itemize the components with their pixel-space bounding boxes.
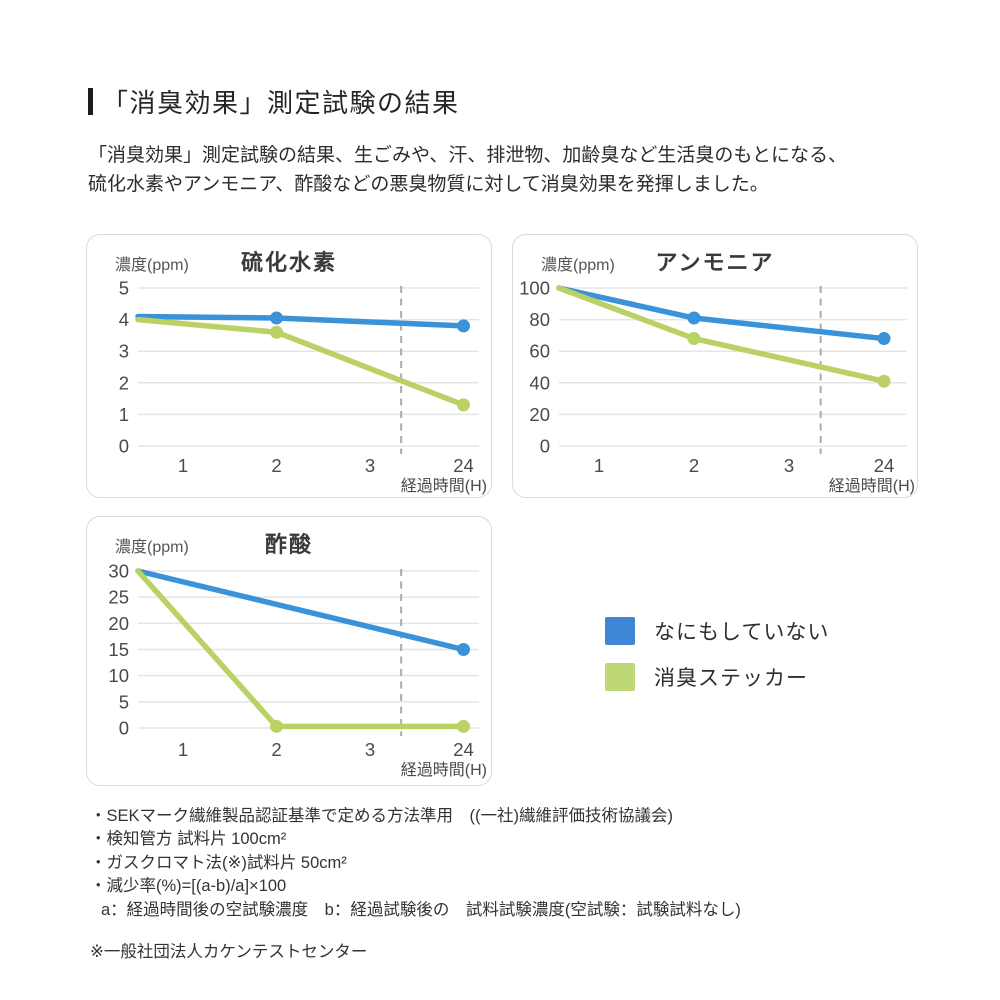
chart-card-acetic-acid: 濃度(ppm) 酢酸 30 25 20 15 10 5 0 1 2 3 24 経過時間(H)	[86, 516, 492, 786]
note-bullet-2: ・検知管方 試料片 100cm²	[90, 830, 287, 849]
x-axis-label: 経過時間(H)	[829, 477, 915, 495]
series-line	[135, 316, 467, 408]
y-tick-label: 5	[119, 691, 129, 712]
y-tick-label: 30	[108, 561, 129, 582]
chart-card-ammonia: 濃度(ppm) アンモニア 100 80 60 40 20 0 1 2 3 24 経過時間(H)	[512, 234, 918, 498]
intro-line-2: 硫化水素やアンモニア、酢酸などの悪臭物質に対して消臭効果を発揮しました。	[88, 174, 769, 195]
x-tick-label: 1	[178, 739, 188, 760]
note-bullet-1: ・SEKマーク繊維製品認証基準で定める方法準用 ((一社)繊維評価技術協議会)	[90, 807, 673, 825]
y-tick-label: 0	[119, 436, 129, 457]
chart-title: アンモニア	[655, 250, 775, 275]
legend-item-untreated: なにもしていない	[605, 616, 829, 646]
data-point	[457, 319, 470, 333]
y-tick-label: 1	[119, 404, 129, 425]
note-sub-line: a：経過時間後の空試験濃度 b：経過試験後の 試料試験濃度(空試験：試験試料なし…	[101, 900, 741, 919]
y-tick-label: 15	[108, 639, 129, 660]
data-point	[877, 332, 891, 346]
legend-swatch-blue	[605, 617, 635, 645]
series-line	[135, 568, 467, 653]
data-point	[457, 719, 470, 733]
y-tick-label: 4	[119, 309, 129, 330]
x-tick-label: 1	[594, 455, 604, 476]
y-tick-label: 20	[108, 613, 129, 634]
x-axis-label: 経過時間(H)	[401, 761, 487, 779]
page-title: 「消臭効果」測定試験の結果	[88, 83, 460, 120]
page-title-text: 「消臭効果」測定試験の結果	[102, 88, 460, 118]
x-tick-label: 24	[874, 455, 895, 476]
x-tick-label: 3	[365, 739, 375, 760]
legend-label: なにもしていない	[654, 621, 830, 644]
series-line	[135, 568, 467, 730]
note-bullet-3: ・ガスクロマト法(※)試料片 50cm²	[90, 853, 347, 872]
y-axis-label: 濃度(ppm)	[541, 257, 615, 274]
y-tick-label: 80	[529, 309, 550, 330]
chart-card-hydrogen-sulfide: 濃度(ppm) 硫化水素 5 4 3 2 1 0 1 2 3 24 経過時間(H)	[86, 234, 492, 498]
data-point	[687, 332, 701, 346]
x-tick-label: 3	[784, 455, 794, 476]
x-tick-label: 24	[453, 739, 474, 760]
legend-item-deodorant-sticker: 消臭ステッカー	[605, 662, 829, 692]
note-footnote: ※一般社団法人カケンテストセンター	[90, 943, 368, 962]
x-axis-label: 経過時間(H)	[401, 477, 487, 495]
y-tick-label: 0	[540, 436, 550, 457]
footnotes: ・SEKマーク繊維製品認証基準で定める方法準用 ((一社)繊維評価技術協議会) …	[90, 805, 741, 964]
legend-swatch-green	[605, 663, 635, 691]
y-tick-label: 25	[108, 587, 129, 608]
x-tick-label: 3	[365, 455, 375, 476]
x-tick-label: 2	[689, 455, 699, 476]
title-accent-bar	[88, 88, 93, 115]
data-point	[687, 311, 701, 325]
x-tick-label: 2	[271, 455, 281, 476]
x-tick-label: 1	[178, 455, 188, 476]
legend-label: 消臭ステッカー	[654, 667, 808, 690]
series-line	[556, 285, 887, 342]
y-tick-label: 20	[529, 404, 550, 425]
y-tick-label: 0	[119, 718, 129, 739]
y-tick-label: 60	[529, 341, 550, 362]
y-axis-label: 濃度(ppm)	[115, 539, 189, 556]
y-tick-label: 5	[119, 278, 129, 299]
intro-paragraph: 「消臭効果」測定試験の結果、生ごみや、汗、排泄物、加齢臭など生活臭のもとになる、…	[88, 141, 968, 199]
data-point	[270, 311, 283, 325]
data-point	[270, 719, 283, 733]
y-axis-label: 濃度(ppm)	[115, 257, 189, 274]
chart-title: 酢酸	[264, 532, 313, 557]
y-tick-label: 2	[119, 372, 129, 393]
note-bullet-4: ・減少率(%)=[(a-b)/a]×100	[90, 877, 287, 896]
y-tick-label: 3	[119, 341, 129, 362]
data-point	[877, 374, 891, 388]
y-tick-label: 40	[529, 372, 550, 393]
data-point	[270, 325, 283, 339]
data-point	[457, 643, 470, 656]
y-tick-label: 100	[519, 278, 550, 299]
x-tick-label: 2	[271, 739, 281, 760]
intro-line-1: 「消臭効果」測定試験の結果、生ごみや、汗、排泄物、加齢臭など生活臭のもとになる、	[88, 145, 848, 166]
y-tick-label: 10	[108, 665, 129, 686]
x-tick-label: 24	[453, 455, 474, 476]
chart-title: 硫化水素	[240, 250, 337, 275]
legend: なにもしていない 消臭ステッカー	[605, 616, 829, 708]
data-point	[457, 398, 470, 412]
